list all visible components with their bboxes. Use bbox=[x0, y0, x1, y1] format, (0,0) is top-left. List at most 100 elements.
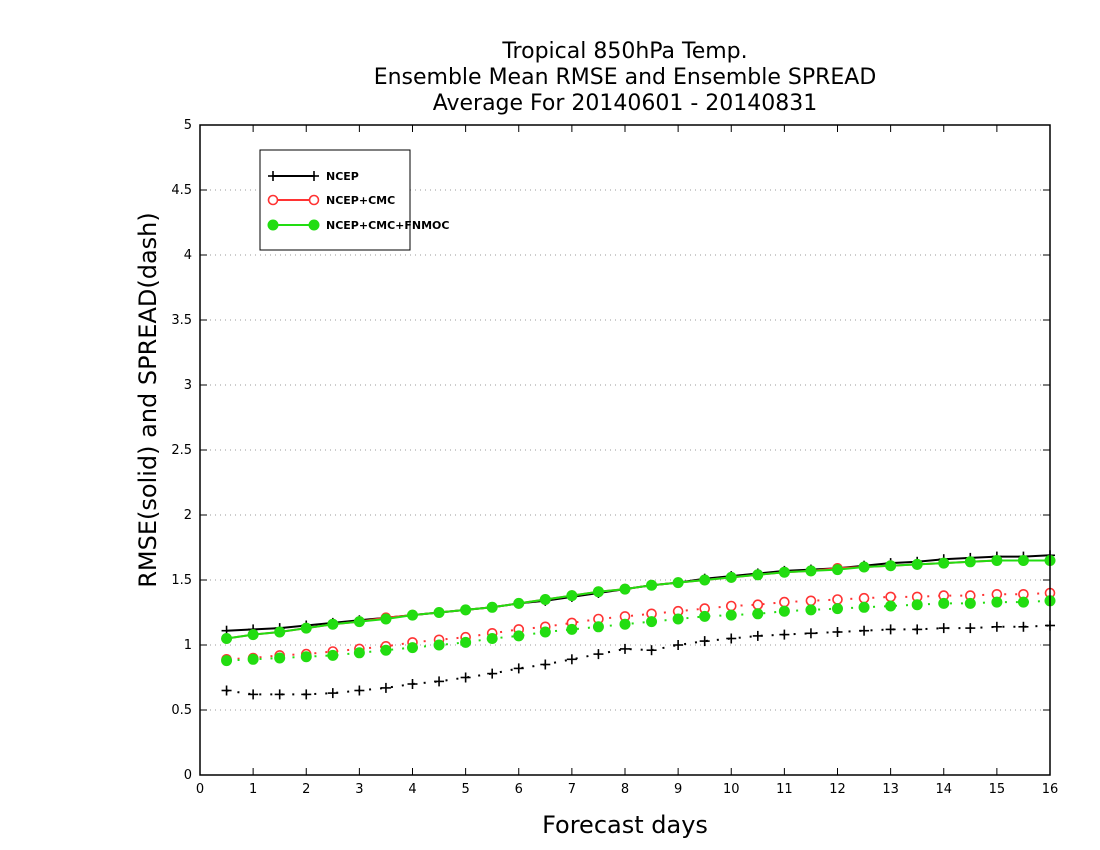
grid-lines bbox=[200, 189, 1050, 711]
series-0-spread-point bbox=[513, 663, 524, 674]
series-0-spread-point bbox=[434, 676, 445, 687]
legend-marker-2 bbox=[267, 219, 279, 231]
series-1-spread-point bbox=[832, 594, 843, 605]
series-2-spread-point bbox=[885, 600, 897, 612]
series-0-rmse-line bbox=[226, 554, 1051, 632]
x-tick-label: 12 bbox=[829, 782, 846, 797]
series-2-rmse-point bbox=[725, 571, 737, 583]
series-2-spread-point bbox=[247, 653, 259, 665]
series-2-rmse-point bbox=[619, 583, 631, 595]
series-2-spread-point bbox=[752, 608, 764, 620]
series-2-spread-point bbox=[486, 633, 498, 644]
series-2-spread-point bbox=[964, 597, 976, 609]
y-tick-label: 3.5 bbox=[171, 313, 192, 328]
series-0-spread-point bbox=[487, 668, 498, 679]
x-tick-label: 0 bbox=[196, 782, 204, 797]
series-0-spread-point bbox=[566, 654, 577, 665]
series-2-spread-point bbox=[274, 652, 286, 664]
x-tick-label: 13 bbox=[882, 782, 899, 797]
series-1-spread-point bbox=[752, 599, 764, 611]
series-2-rmse-point bbox=[353, 616, 365, 628]
series-2-rmse-point bbox=[991, 555, 1003, 566]
series-2-spread-point bbox=[592, 621, 604, 633]
legend-items bbox=[267, 171, 320, 231]
series-1-spread-line bbox=[226, 592, 1051, 661]
series-0-spread-point bbox=[752, 630, 763, 641]
series-1-spread-point bbox=[858, 592, 870, 604]
series-2-spread-line bbox=[226, 599, 1051, 662]
series-0-spread-point bbox=[327, 688, 338, 699]
series-0-spread-point bbox=[646, 645, 657, 656]
series-2-rmse-point bbox=[938, 557, 950, 569]
series-0-spread-point bbox=[912, 624, 923, 635]
legend-marker-0 bbox=[268, 171, 278, 181]
series-2-rmse-point bbox=[539, 594, 551, 605]
series-2-spread-point bbox=[327, 649, 339, 661]
y-axis-ticks: 0 0.5 1 1.5 2 2.5 3 3.5 4 4.5 5 bbox=[171, 118, 1050, 783]
series-2-rmse-point bbox=[407, 609, 418, 621]
series-2-rmse-point bbox=[566, 590, 578, 602]
series-2-rmse-point bbox=[433, 607, 445, 618]
series-2-rmse-point bbox=[858, 561, 870, 573]
series-1-rmse-line bbox=[226, 559, 1050, 640]
series-2-spread-point bbox=[1017, 596, 1029, 608]
series-2-spread-point bbox=[832, 603, 843, 615]
series-0-spread-point bbox=[274, 689, 285, 700]
series-2-spread-point bbox=[300, 651, 312, 663]
series-2-spread-point bbox=[858, 601, 870, 613]
y-tick-label: 5 bbox=[184, 118, 192, 133]
series-2-rmse-point bbox=[221, 633, 233, 644]
series-0-spread-point bbox=[965, 623, 976, 634]
series-2-rmse-point bbox=[646, 579, 658, 591]
x-tick-label: 2 bbox=[302, 782, 310, 797]
series-0-spread-line bbox=[226, 624, 1051, 696]
series-0-spread-point bbox=[248, 689, 259, 700]
x-tick-label: 7 bbox=[568, 782, 576, 797]
x-tick-label: 8 bbox=[621, 782, 629, 797]
x-axis-ticks: 0 1 2 3 4 5 6 7 8 9 10 11 12 13 14 15 16 bbox=[196, 125, 1058, 797]
series-0-spread-point bbox=[620, 643, 630, 654]
series-2-rmse-point bbox=[1017, 555, 1029, 566]
series-1-spread-point bbox=[885, 591, 896, 603]
series-1-spread-point bbox=[805, 595, 817, 607]
legend-label-ncep: NCEP bbox=[326, 170, 359, 183]
series-2-rmse-point bbox=[300, 622, 312, 634]
series-0-spread-point bbox=[779, 629, 790, 640]
chart-title-line-1: Tropical 850hPa Temp. bbox=[501, 39, 747, 64]
series-1 bbox=[221, 555, 1056, 665]
y-tick-label: 2.5 bbox=[171, 443, 192, 458]
series-1-spread-point bbox=[779, 596, 790, 608]
series-2-rmse-line bbox=[226, 559, 1050, 640]
series-2-spread-point bbox=[805, 604, 817, 616]
series-2-spread-point bbox=[353, 647, 365, 659]
x-tick-label: 9 bbox=[674, 782, 682, 797]
legend-marker-1 bbox=[308, 194, 320, 206]
series-2-spread-point bbox=[407, 642, 418, 654]
legend-marker-2 bbox=[308, 219, 320, 231]
y-tick-label: 2 bbox=[184, 508, 192, 523]
series-2-spread-point bbox=[911, 599, 923, 611]
series-0-spread-point bbox=[805, 628, 816, 639]
series-2-rmse-point bbox=[752, 569, 764, 581]
series-0-spread-point bbox=[354, 685, 365, 696]
series-2-rmse-point bbox=[964, 556, 976, 568]
legend-marker-1 bbox=[267, 194, 279, 206]
series-2-rmse-point bbox=[778, 566, 790, 578]
series-2-rmse-point bbox=[911, 558, 923, 570]
series-2-spread-point bbox=[672, 613, 684, 625]
y-tick-label: 4.5 bbox=[171, 183, 192, 198]
series-0-spread-point bbox=[593, 649, 604, 660]
series-2-spread-point bbox=[725, 609, 737, 621]
x-tick-label: 11 bbox=[776, 782, 793, 797]
series-2-spread-point bbox=[460, 636, 472, 648]
series-0-spread-point bbox=[859, 625, 870, 636]
series-2-spread-point bbox=[699, 610, 711, 622]
series-0-spread-point bbox=[407, 679, 418, 689]
x-tick-label: 1 bbox=[249, 782, 257, 797]
series-0 bbox=[221, 550, 1055, 700]
series-0-spread-point bbox=[540, 659, 551, 670]
legend-label-ncep-cmc: NCEP+CMC bbox=[326, 194, 395, 207]
series-0-spread-point bbox=[673, 640, 684, 650]
x-tick-label: 16 bbox=[1042, 782, 1059, 797]
series-2-spread-point bbox=[938, 597, 950, 609]
